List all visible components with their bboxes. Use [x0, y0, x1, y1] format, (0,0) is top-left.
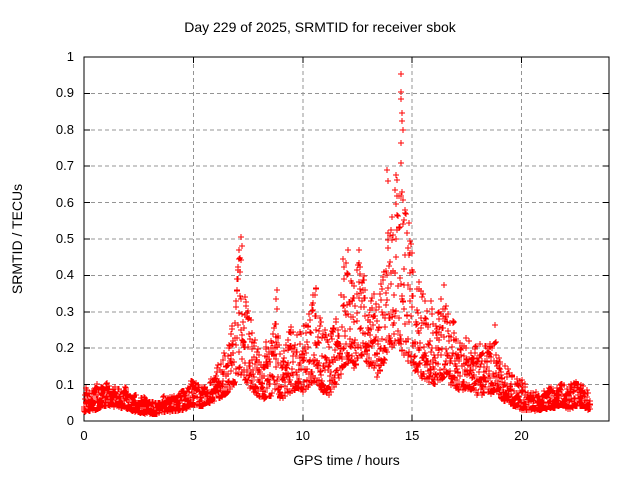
y-tick-label: 0.2	[55, 340, 74, 356]
x-tick-label: 5	[189, 428, 197, 443]
y-tick-label: 0.7	[55, 158, 74, 174]
y-tick-label: 0.8	[55, 121, 74, 137]
plot-border	[83, 56, 610, 422]
y-tick-label: 0.1	[55, 376, 74, 392]
y-tick-label: 1	[66, 49, 74, 64]
scatter-points	[81, 71, 593, 417]
x-tick-label: 10	[295, 428, 310, 443]
x-tick-label: 20	[514, 428, 529, 443]
chart-title: Day 229 of 2025, SRMTID for receiver sbo…	[184, 19, 456, 35]
y-tick-label: 0.9	[55, 85, 74, 101]
y-tick-label: 0	[66, 413, 74, 428]
x-tick-label: 0	[80, 428, 88, 443]
x-tick-label: 15	[404, 428, 420, 443]
y-tick-label: 0.3	[55, 303, 74, 319]
y-tick-label: 0.6	[55, 194, 74, 210]
x-axis-label: GPS time / hours	[293, 452, 400, 468]
y-tick-label: 0.4	[55, 267, 74, 283]
y-tick-label: 0.5	[55, 231, 74, 246]
